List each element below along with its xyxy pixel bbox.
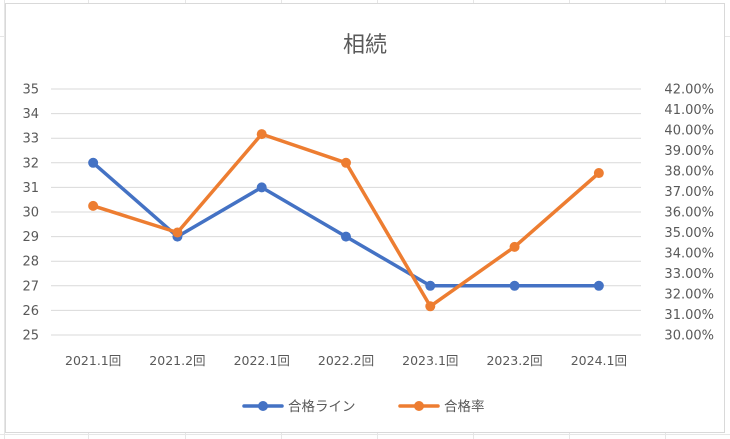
left-tick-label: 29 xyxy=(22,230,39,245)
x-tick-label: 2023.1回 xyxy=(402,353,458,368)
series-1-point xyxy=(593,280,604,291)
series-1-point xyxy=(88,157,99,168)
right-tick-label: 39.00% xyxy=(664,144,714,159)
left-tick-label: 28 xyxy=(22,255,39,270)
legend-swatch-marker xyxy=(258,401,268,411)
right-tick-label: 40.00% xyxy=(664,124,714,139)
left-tick-label: 31 xyxy=(22,181,39,196)
left-axis: 25 26 27 28 29 30 31 32 33 34 35 xyxy=(22,83,39,344)
series-layer xyxy=(88,129,604,312)
right-tick-label: 41.00% xyxy=(664,103,714,118)
x-tick-label: 2022.1回 xyxy=(234,353,290,368)
left-tick-label: 25 xyxy=(22,329,39,344)
left-tick-label: 32 xyxy=(22,156,39,171)
left-tick-label: 26 xyxy=(22,304,39,319)
legend-label: 合格率 xyxy=(444,398,485,415)
series-2-point xyxy=(425,301,436,312)
series-1-point xyxy=(509,280,520,291)
series-2-point xyxy=(509,241,520,252)
sheet-gridline xyxy=(4,0,5,439)
left-tick-label: 35 xyxy=(22,83,39,98)
series-1-point xyxy=(425,280,436,291)
right-axis: 30.00% 31.00% 32.00% 33.00% 34.00% 35.00% 36.0… xyxy=(664,83,714,344)
right-tick-label: 38.00% xyxy=(664,165,714,180)
legend-label: 合格ライン xyxy=(288,399,356,415)
gridlines xyxy=(51,88,641,336)
left-tick-label: 30 xyxy=(22,206,39,221)
sheet-gridline xyxy=(0,434,730,435)
series-line-1 xyxy=(91,161,601,288)
left-tick-label: 27 xyxy=(22,279,39,294)
right-tick-label: 36.00% xyxy=(664,206,714,221)
series-2-point xyxy=(341,157,351,168)
right-tick-label: 35.00% xyxy=(664,226,714,241)
right-tick-label: 30.00% xyxy=(664,329,714,344)
series-2-point xyxy=(172,227,183,238)
series-1-point xyxy=(256,182,267,193)
legend-swatch-marker xyxy=(414,401,424,411)
right-tick-label: 37.00% xyxy=(664,185,714,200)
series-2-point xyxy=(256,129,267,140)
x-tick-label: 2024.1回 xyxy=(571,353,627,368)
legend: 合格ライン 合格率 xyxy=(242,398,485,415)
line-chart: 相続 25 26 27 28 29 30 31 32 33 34 35 30.00% 31.00% 32… xyxy=(22,33,714,415)
right-tick-label: 42.00% xyxy=(664,83,714,98)
x-tick-label: 2021.1回 xyxy=(65,353,121,368)
left-tick-label: 34 xyxy=(22,107,39,122)
right-tick-label: 34.00% xyxy=(664,247,714,262)
series-2-point xyxy=(593,168,604,179)
x-tick-label: 2023.2回 xyxy=(486,353,542,368)
x-tick-label: 2022.2回 xyxy=(318,353,374,368)
x-axis: 2021.1回 2021.2回 2022.1回 2022.2回 2023.1回 2023.… xyxy=(65,353,627,368)
series-2-point xyxy=(88,200,99,211)
chart-area[interactable]: 相続 25 26 27 28 29 30 31 32 33 34 35 30.00% 31.00% 32… xyxy=(5,3,725,433)
series-1-point xyxy=(341,231,351,242)
chart-title: 相続 xyxy=(343,33,387,58)
right-tick-label: 31.00% xyxy=(664,308,714,323)
right-tick-label: 32.00% xyxy=(664,288,714,303)
x-tick-label: 2021.2回 xyxy=(149,353,205,368)
right-tick-label: 33.00% xyxy=(664,267,714,282)
left-tick-label: 33 xyxy=(22,132,39,147)
